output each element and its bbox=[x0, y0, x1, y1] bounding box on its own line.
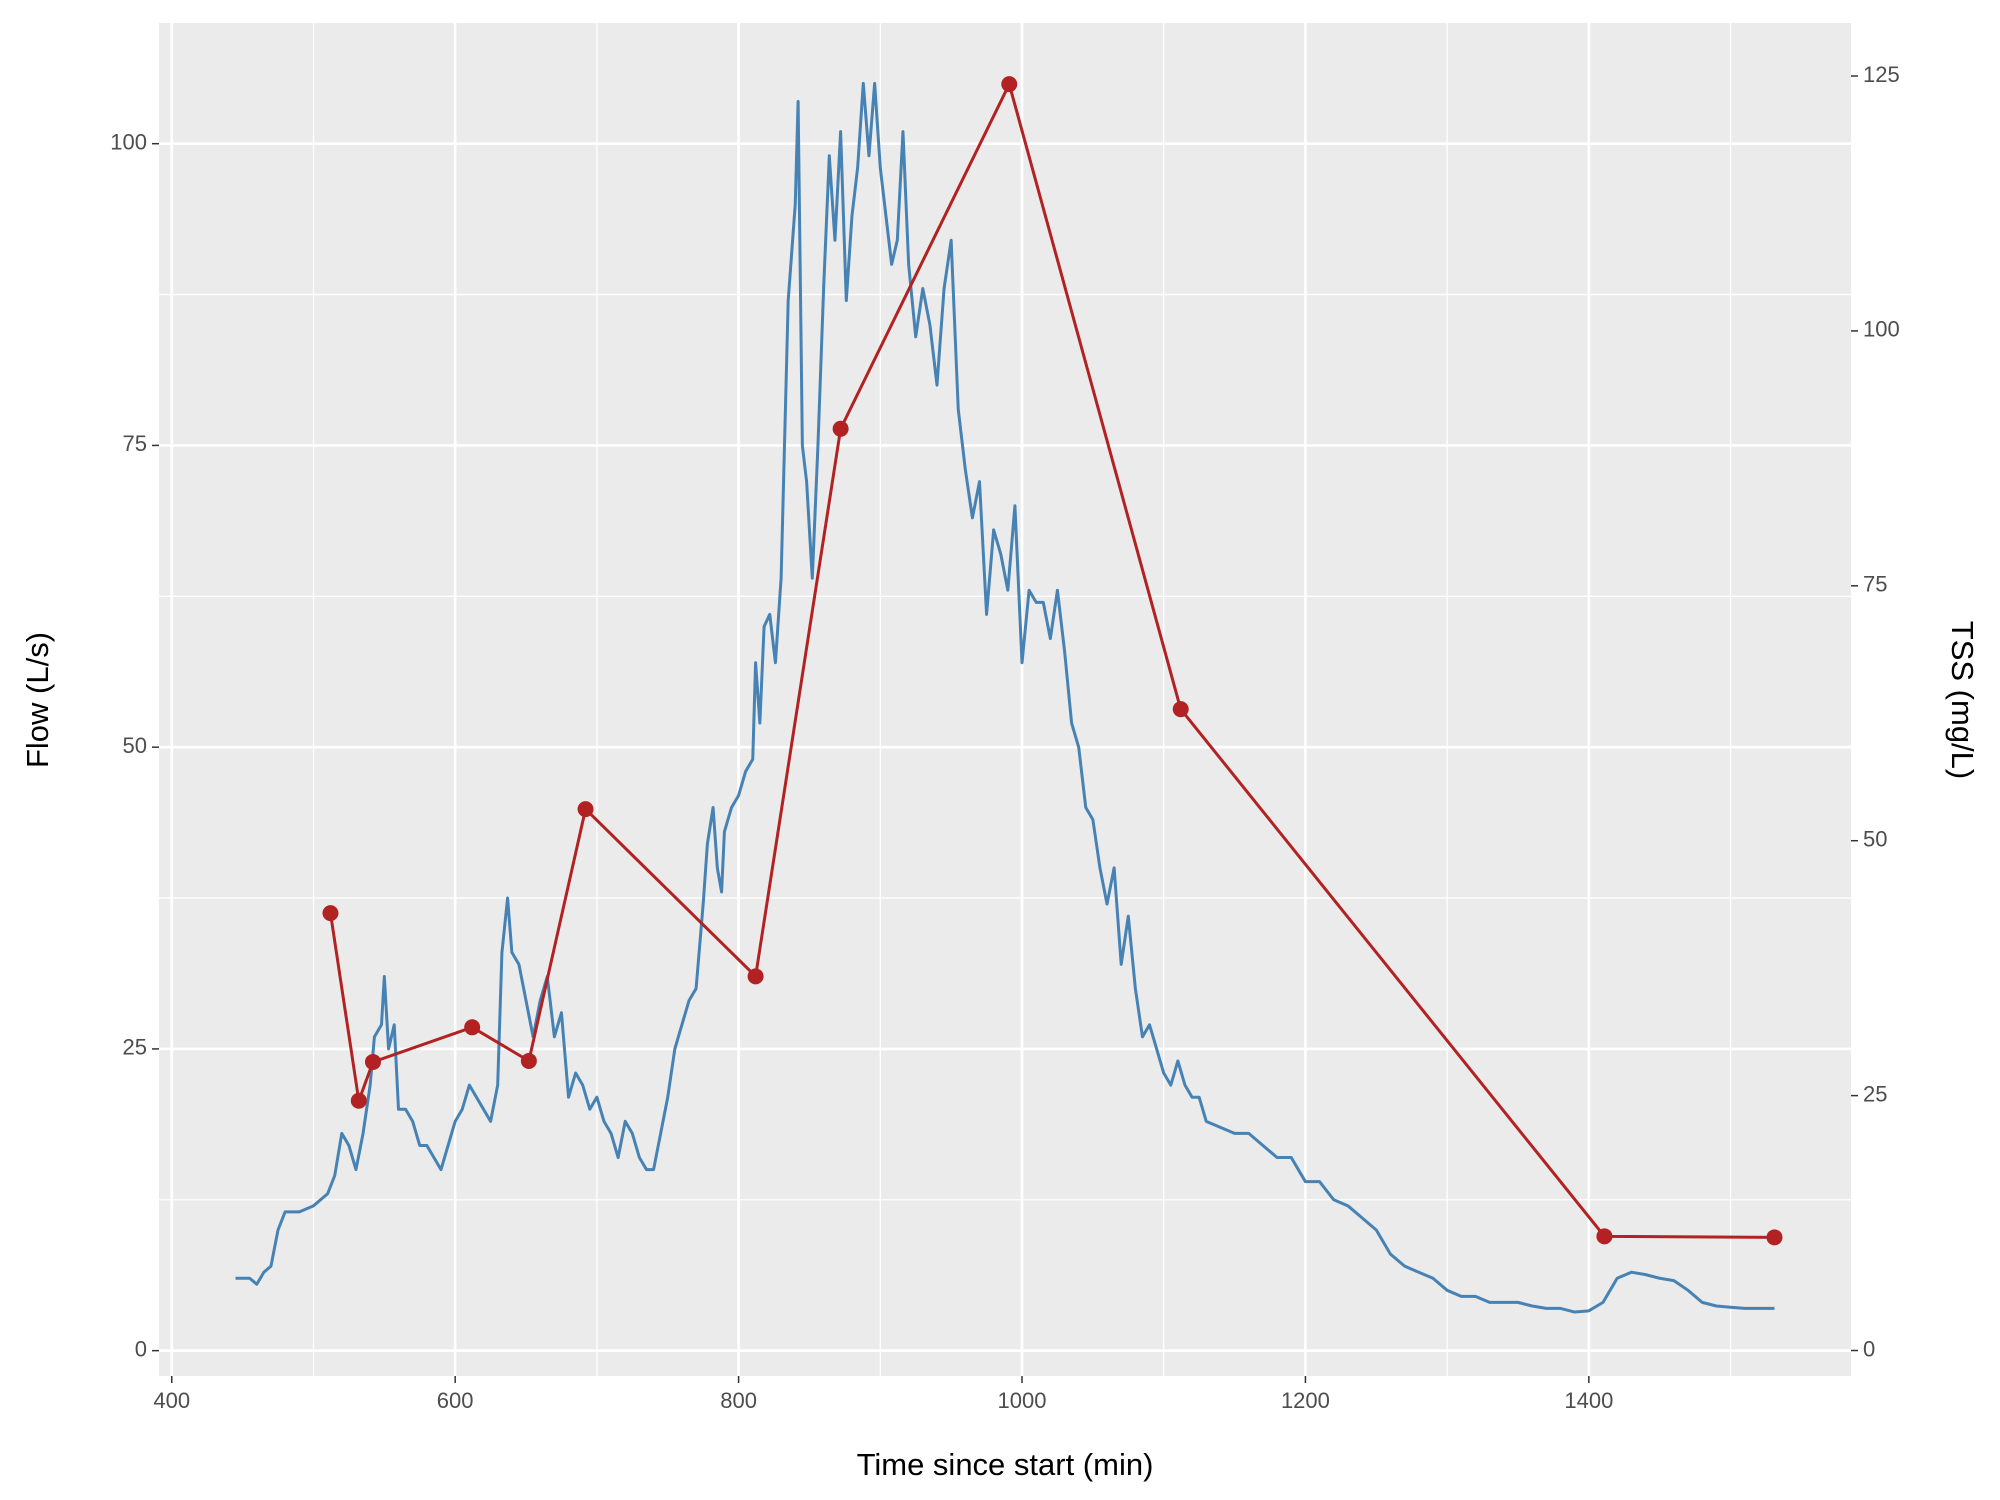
series-point bbox=[464, 1019, 481, 1036]
y2-tick-label: 100 bbox=[1863, 317, 1900, 342]
x-tick-label: 1200 bbox=[1281, 1388, 1330, 1413]
y-tick-label: 75 bbox=[123, 431, 147, 456]
series-point bbox=[1766, 1229, 1783, 1246]
x-tick-label: 400 bbox=[153, 1388, 190, 1413]
x-tick-label: 600 bbox=[437, 1388, 474, 1413]
series-point bbox=[520, 1052, 537, 1069]
x-tick-label: 1400 bbox=[1564, 1388, 1613, 1413]
y-tick-label: 25 bbox=[123, 1035, 147, 1060]
series-point bbox=[747, 968, 764, 985]
y-tick-label: 0 bbox=[135, 1336, 147, 1361]
y-tick-label: 100 bbox=[110, 130, 147, 155]
series-point bbox=[832, 420, 849, 437]
x-tick-label: 800 bbox=[720, 1388, 757, 1413]
y2-tick-label: 75 bbox=[1863, 572, 1887, 597]
series-line bbox=[235, 81, 1775, 1314]
series-point bbox=[350, 1092, 367, 1109]
series-point bbox=[322, 905, 339, 922]
y2-axis-title: TSS (mg/L) bbox=[1945, 621, 1980, 779]
y-tick-label: 50 bbox=[123, 733, 147, 758]
series-point bbox=[1596, 1228, 1613, 1245]
series-point bbox=[364, 1053, 381, 1070]
series-point bbox=[1172, 701, 1189, 718]
series-point bbox=[1001, 76, 1018, 93]
y2-tick-label: 50 bbox=[1863, 827, 1887, 852]
y-axis-title: Flow (L/s) bbox=[20, 632, 55, 768]
plot-panel bbox=[159, 23, 1851, 1376]
x-axis-title: Time since start (min) bbox=[857, 1447, 1154, 1482]
y2-tick-label: 0 bbox=[1863, 1336, 1875, 1361]
series-point bbox=[577, 801, 594, 818]
y2-tick-label: 25 bbox=[1863, 1081, 1887, 1106]
x-tick-label: 1000 bbox=[998, 1388, 1047, 1413]
y2-tick-label: 125 bbox=[1863, 62, 1900, 87]
